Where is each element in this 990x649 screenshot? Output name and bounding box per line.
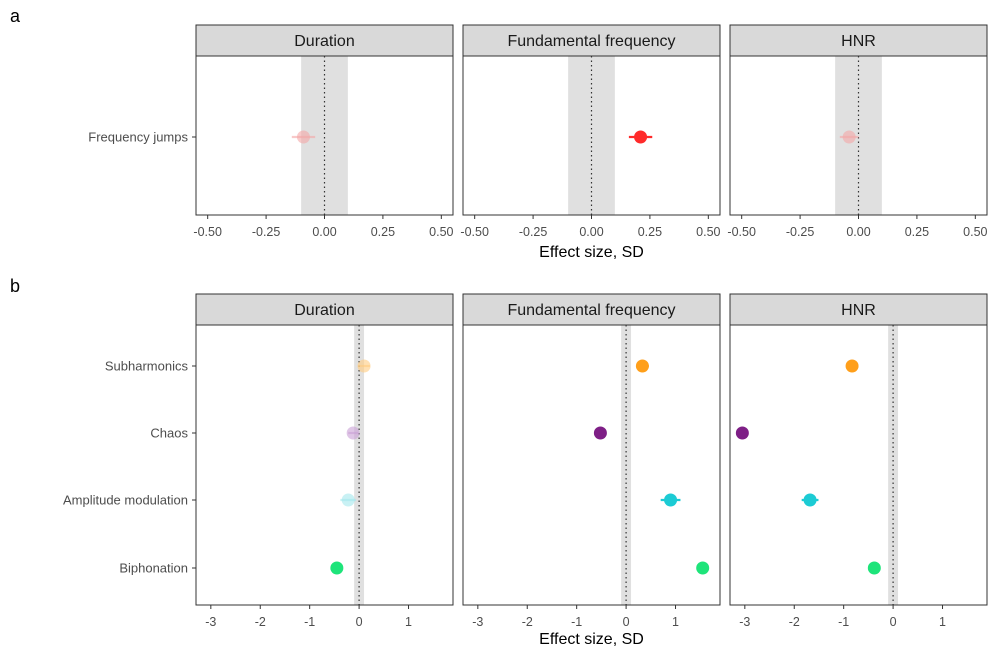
x-tick-label: 1	[405, 615, 412, 629]
point-marker	[803, 493, 817, 507]
rope-band	[568, 56, 615, 215]
panel-letter-a: a	[10, 6, 21, 26]
facet-strip	[729, 293, 988, 326]
x-tick-label: 0	[623, 615, 630, 629]
x-tick-label: -2	[522, 615, 533, 629]
facet-strip	[729, 24, 988, 57]
x-tick-label: 0.25	[905, 225, 929, 239]
point-marker	[845, 359, 859, 373]
facet-title: HNR	[841, 302, 876, 319]
point-marker	[664, 493, 678, 507]
panel-background	[730, 325, 987, 605]
point-marker	[330, 561, 344, 575]
panel-background	[463, 325, 720, 605]
x-tick-label: 1	[672, 615, 679, 629]
y-tick-label: Subharmonics	[105, 359, 189, 374]
x-tick-label: 0	[356, 615, 363, 629]
panel-background	[196, 325, 453, 605]
x-tick-label: -0.25	[252, 225, 281, 239]
x-tick-label: -1	[838, 615, 849, 629]
facet-title: Duration	[294, 302, 354, 319]
x-tick-label: -1	[304, 615, 315, 629]
x-tick-label: -2	[789, 615, 800, 629]
x-tick-label: -1	[571, 615, 582, 629]
panel-border	[462, 324, 721, 606]
panel-border	[729, 324, 988, 606]
x-tick-label: 0.00	[312, 225, 336, 239]
x-tick-label: 0.25	[638, 225, 662, 239]
facet-strip	[195, 293, 454, 326]
point-marker	[842, 130, 856, 144]
point-marker	[357, 359, 371, 373]
point-marker	[296, 130, 310, 144]
x-axis-title: Effect size, SD	[539, 244, 644, 261]
y-tick-label: Biphonation	[119, 561, 188, 576]
x-tick-label: 0	[890, 615, 897, 629]
point-marker	[696, 561, 710, 575]
facet-strip	[462, 293, 721, 326]
point-marker	[867, 561, 881, 575]
facet-title: Fundamental frequency	[507, 302, 675, 319]
facet-title: Duration	[294, 33, 354, 50]
x-tick-label: -3	[472, 615, 483, 629]
point-marker	[634, 130, 648, 144]
x-tick-label: 0.25	[371, 225, 395, 239]
point-marker	[735, 426, 749, 440]
y-tick-label: Chaos	[150, 426, 188, 441]
point-marker	[346, 426, 360, 440]
x-axis-title: Effect size, SD	[539, 631, 644, 648]
x-tick-label: -0.25	[786, 225, 815, 239]
panel-letter-b: b	[10, 276, 20, 296]
x-tick-label: 0.00	[846, 225, 870, 239]
point-marker	[635, 359, 649, 373]
x-tick-label: -3	[739, 615, 750, 629]
panel-border	[195, 324, 454, 606]
facet-title: HNR	[841, 33, 876, 50]
facet-title: Fundamental frequency	[507, 33, 675, 50]
x-tick-label: -0.25	[519, 225, 548, 239]
x-tick-label: 0.00	[579, 225, 603, 239]
x-tick-label: -3	[205, 615, 216, 629]
x-tick-label: 0.50	[429, 225, 453, 239]
x-tick-label: 1	[939, 615, 946, 629]
y-tick-label: Frequency jumps	[88, 130, 188, 145]
x-tick-label: 0.50	[696, 225, 720, 239]
x-tick-label: -0.50	[460, 225, 489, 239]
point-marker	[593, 426, 607, 440]
y-tick-label: Amplitude modulation	[63, 493, 188, 508]
x-tick-label: -2	[255, 615, 266, 629]
x-tick-label: -0.50	[727, 225, 756, 239]
point-marker	[341, 493, 355, 507]
x-tick-label: 0.50	[963, 225, 987, 239]
x-tick-label: -0.50	[193, 225, 222, 239]
